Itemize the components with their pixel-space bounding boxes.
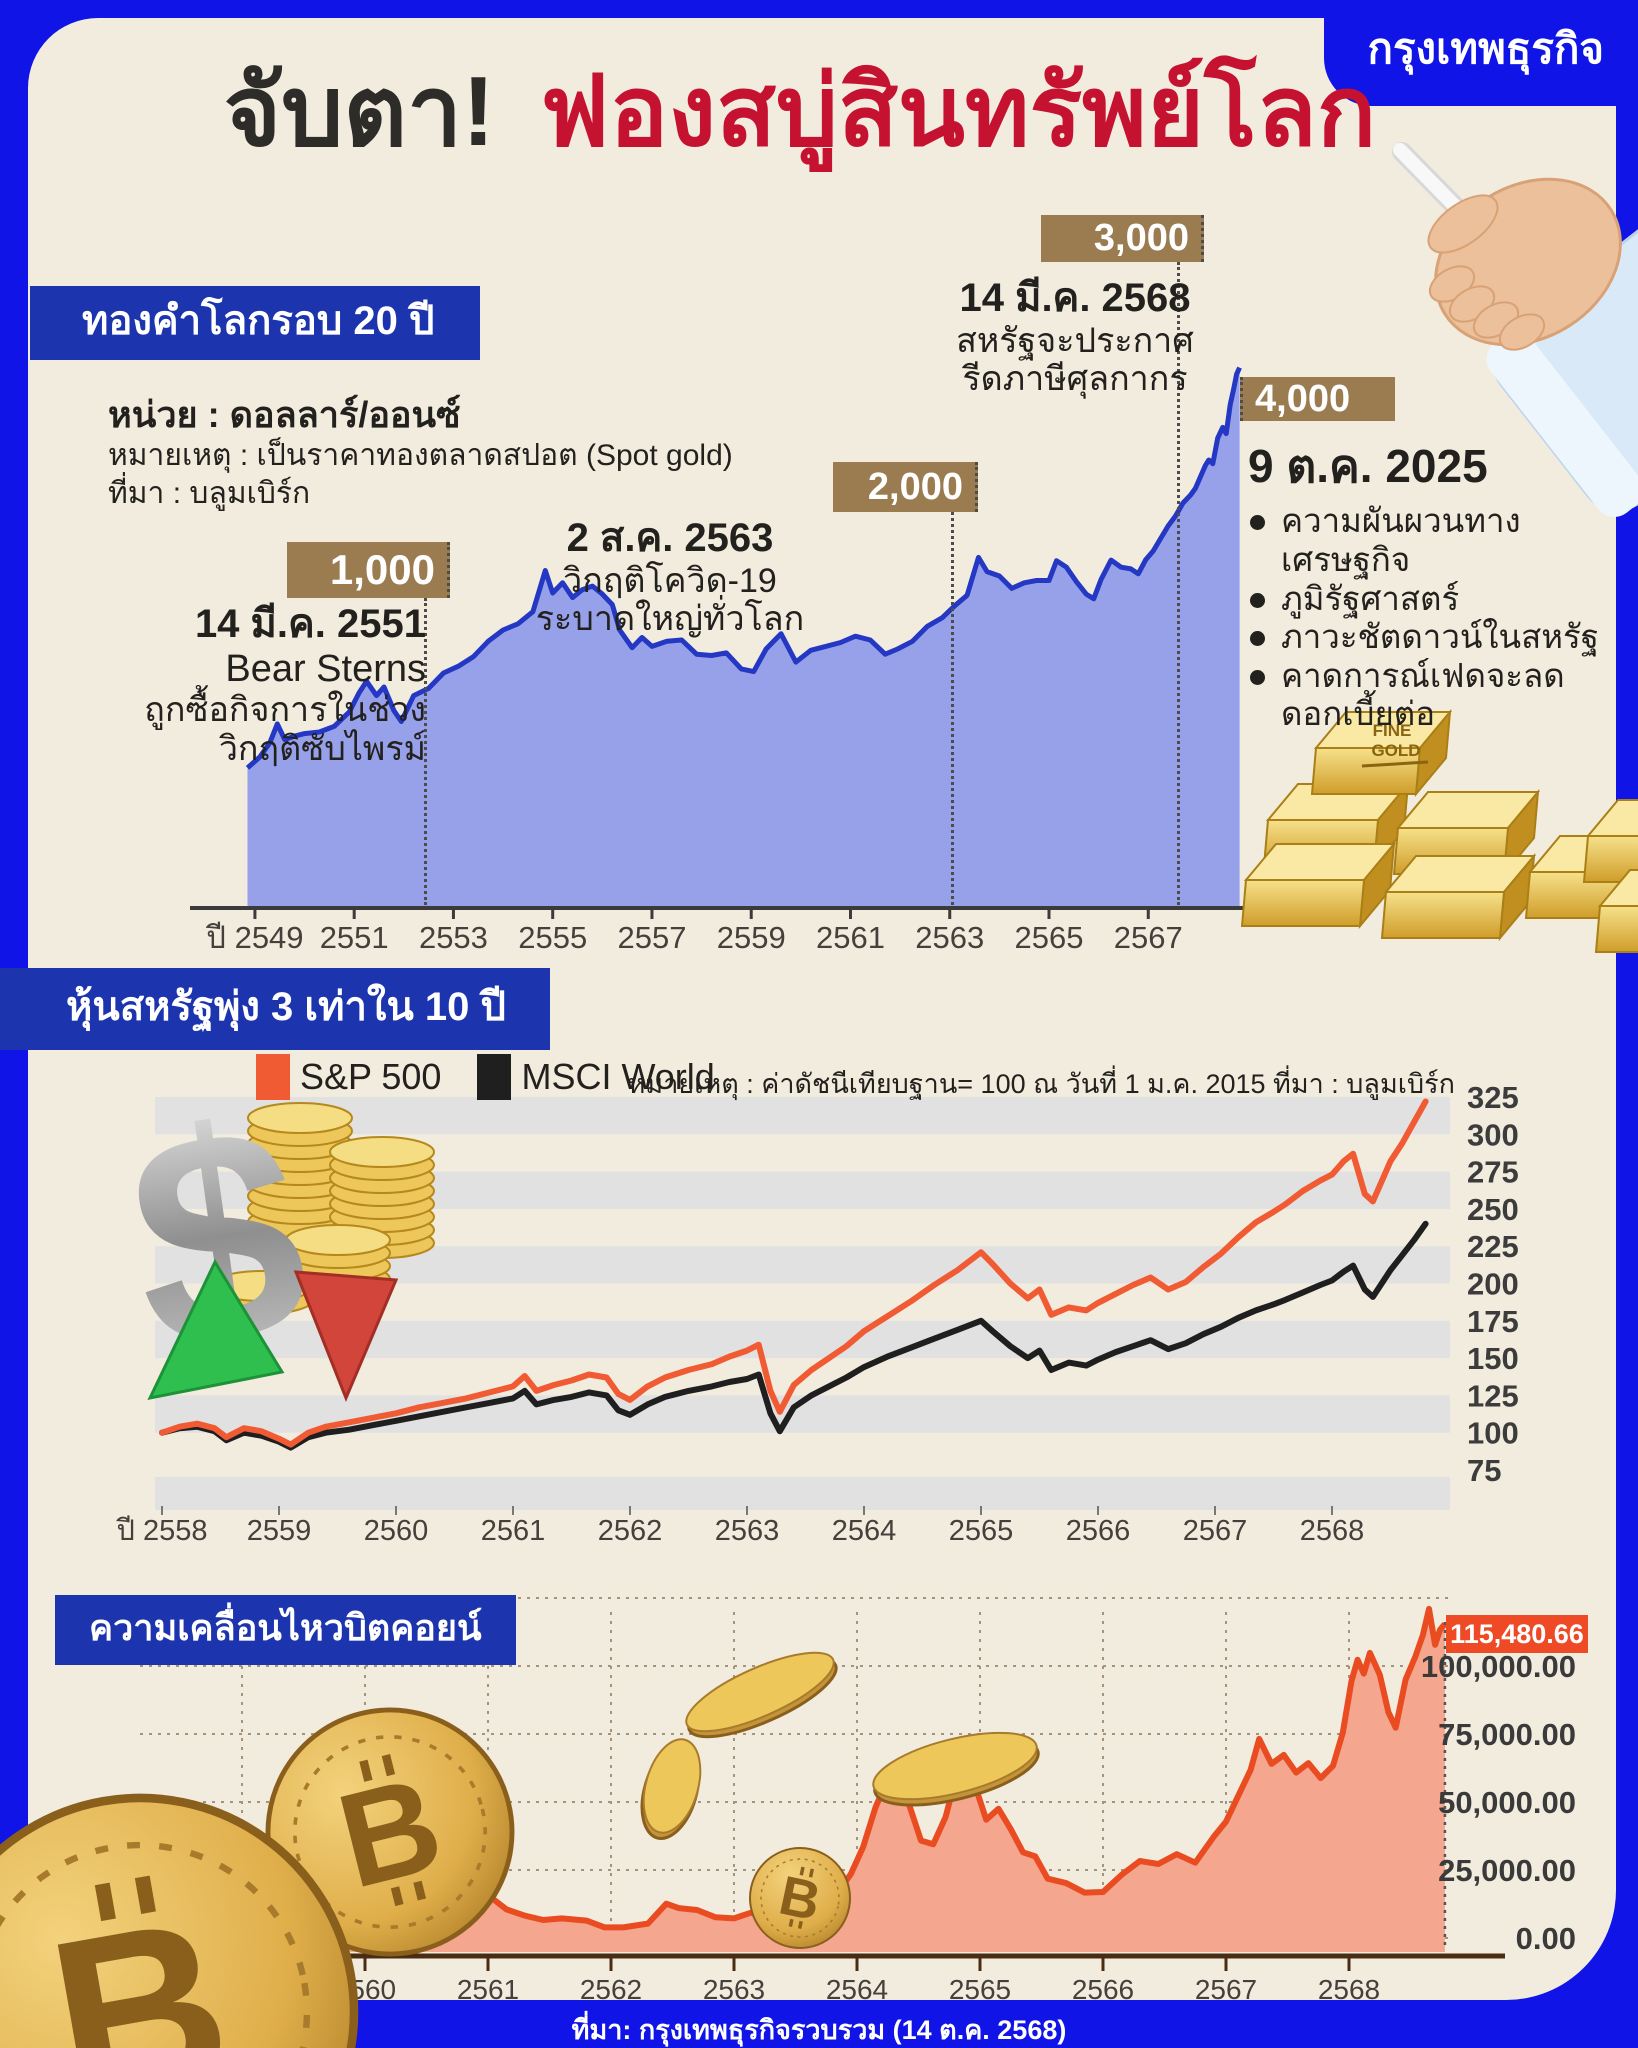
- gold-price-marker-2000: 2,000: [833, 462, 978, 512]
- legend-item-sp500: S&P 500: [256, 1054, 441, 1100]
- stocks-section-title: หุ้นสหรัฐพุ่ง 3 เท่าใน 10 ปี: [66, 985, 506, 1029]
- page-title-main: ฟองสบู่สินทรัพย์โลก: [539, 56, 1377, 166]
- gold-source-label: ที่มา : บลูมเบิร์ก: [108, 477, 311, 510]
- event-line: Bear Sterns: [225, 647, 426, 690]
- msci-color-swatch: [477, 1054, 512, 1100]
- gold-bar-icon: [1632, 870, 1638, 922]
- footer-source: ที่มา: กรุงเทพธุรกิจรวบรวม (14 ต.ค. 2568…: [571, 2015, 1067, 2045]
- gold-section-banner: ทองคำโลกรอบ 20 ปี: [30, 286, 481, 360]
- event-line: รีดภาษีศุลกากร: [962, 360, 1188, 399]
- gold-section-title: ทองคำโลกรอบ 20 ปี: [82, 299, 435, 343]
- legend-label: MSCI World: [521, 1056, 715, 1097]
- legend-item-msci: MSCI World: [477, 1054, 715, 1100]
- stocks-section-banner: หุ้นสหรัฐพุ่ง 3 เท่าใน 10 ปี: [0, 968, 550, 1050]
- event-line: วิกฤติซับไพรม์: [218, 729, 426, 768]
- gold-event-bullet: ภูมิรัฐศาสตร์: [1248, 580, 1628, 619]
- gold-event-bullet: ภาวะชัตดาวน์ในสหรัฐ: [1248, 618, 1628, 657]
- event-date: 14 มี.ค. 2551: [194, 602, 426, 646]
- page-title-prefix: จับตา!: [223, 56, 495, 166]
- stocks-legend: S&P 500 MSCI World: [256, 1054, 751, 1100]
- legend-label: S&P 500: [300, 1056, 442, 1097]
- bullet-dot-icon: [1250, 515, 1265, 531]
- brand-logo-text: กรุงเทพธุรกิจ: [1367, 25, 1604, 72]
- gold-note-label: หมายเหตุ : เป็นราคาทองตลาดสปอต (Spot gol…: [108, 439, 733, 472]
- gold-event-bullet: ความผันผวนทาง เศรษฐกิจ: [1248, 502, 1628, 579]
- event-date: 14 มี.ค. 2568: [959, 276, 1191, 320]
- event-line: ระบาดใหญ่ทั่วโลก: [535, 600, 805, 639]
- event-line: สหรัฐจะประกาศ: [956, 321, 1194, 360]
- gold-event-2025-annotation: 9 ต.ค. 2025 ความผันผวนทาง เศรษฐกิจ ภูมิรัฐ…: [1248, 440, 1628, 734]
- bullet-dot-icon: [1250, 592, 1265, 608]
- gold-unit-label: หน่วย : ดอลลาร์/ออนซ์: [108, 394, 461, 435]
- page-title: จับตา! ฟองสบู่สินทรัพย์โลก: [0, 60, 1600, 163]
- gold-event-2568-annotation: 14 มี.ค. 2568 สหรัฐจะประกาศ รีดภาษีศุลกา…: [935, 276, 1215, 399]
- bitcoin-last-value-badge: 115,480.66: [1446, 1615, 1588, 1653]
- gold-price-marker-3000: 3,000: [1041, 215, 1204, 262]
- bitcoin-section-title: ความเคลื่อนไหวบิตคอยน์: [89, 1606, 482, 1648]
- gold-event-bullet-list: ความผันผวนทาง เศรษฐกิจ ภูมิรัฐศาสตร์ ภาวะชั…: [1248, 502, 1628, 734]
- gold-event2-dotted-line: [951, 512, 954, 905]
- bullet-dot-icon: [1250, 669, 1265, 685]
- gold-price-marker-4000: 4,000: [1240, 377, 1395, 421]
- bitcoin-section-banner: ความเคลื่อนไหวบิตคอยน์: [55, 1595, 516, 1665]
- event-line: วิกฤติโควิด-19: [563, 561, 777, 600]
- gold-event-2551-annotation: 14 มี.ค. 2551 Bear Sterns ถูกซื้อกิจการใ…: [40, 602, 426, 768]
- gold-event-bullet: คาดการณ์เฟดจะลด ดอกเบี้ยต่อ: [1248, 657, 1628, 734]
- event-date: 2 ส.ค. 2563: [566, 516, 774, 560]
- gold-event-2563-annotation: 2 ส.ค. 2563 วิกฤติโควิด-19 ระบาดใหญ่ทั่ว…: [505, 516, 835, 639]
- gold-event1-dotted-line: [424, 598, 427, 905]
- event-date: 9 ต.ค. 2025: [1248, 440, 1488, 492]
- gold-event3-dotted-line: [1177, 262, 1180, 905]
- bullet-dot-icon: [1250, 631, 1265, 647]
- event-line: ถูกซื้อกิจการในช่วง: [144, 690, 426, 729]
- stocks-note: หมายเหตุ : ค่าดัชนีเทียบฐาน= 100 ณ วันที…: [627, 1069, 1455, 1099]
- gold-price-marker-1000: 1,000: [287, 542, 450, 598]
- brand-logo-tab: กรุงเทพธุรกิจ: [1323, 0, 1638, 106]
- sp500-color-swatch: [256, 1054, 290, 1100]
